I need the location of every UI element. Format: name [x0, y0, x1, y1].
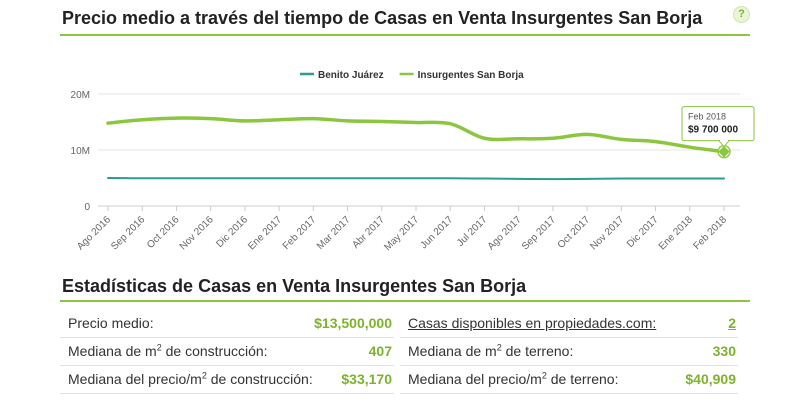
x-tick-label: Oct 2016 — [145, 214, 182, 251]
x-tick-label: Sep 2016 — [109, 214, 147, 252]
x-tick-label: Nov 2017 — [588, 214, 626, 252]
stat-label: Mediana de m2 de construcción: — [68, 342, 268, 359]
stat-label: Mediana de m2 de terreno: — [408, 342, 574, 359]
x-tick-label: May 2017 — [382, 214, 421, 253]
highlight-point — [718, 146, 730, 158]
x-tick-label: Ago 2017 — [486, 214, 524, 252]
available-listings-link[interactable]: Casas disponibles en propiedades.com: — [408, 315, 657, 331]
stats-divider — [60, 300, 750, 302]
x-tick-label: Sep 2017 — [520, 214, 558, 252]
stat-value: $40,909 — [685, 371, 736, 387]
stats-row: Mediana de m2 de construcción: 407 Media… — [60, 338, 750, 366]
title-divider — [60, 34, 750, 36]
tooltip-box — [681, 106, 755, 142]
stats-title: Estadísticas de Casas en Venta Insurgent… — [62, 276, 527, 296]
stat-available-listings: Casas disponibles en propiedades.com: 2 — [400, 310, 738, 338]
stat-value: 330 — [712, 343, 736, 359]
stats-row: Mediana del precio/m2 de construcción: $… — [60, 366, 750, 394]
x-tick-label: Mar 2017 — [315, 214, 353, 252]
stat-median-price-construction: Mediana del precio/m2 de construcción: $… — [60, 366, 394, 394]
y-tick-label: 10M — [71, 146, 90, 157]
x-tick-label: Nov 2016 — [178, 214, 216, 252]
legend-label: Benito Juárez — [318, 70, 384, 81]
tooltip-pointer-mask — [720, 139, 728, 142]
stat-value: 407 — [368, 343, 392, 359]
chart-title: Precio medio a través del tiempo de Casa… — [62, 8, 703, 28]
tooltip-date: Feb 2018 — [688, 112, 726, 122]
series-line-benito-juarez — [107, 177, 725, 181]
tooltip-value: $9 700 000 — [688, 125, 738, 136]
stats-row: Precio medio: $13,500,000 Casas disponib… — [60, 310, 750, 338]
legend-label: Insurgentes San Borja — [418, 70, 525, 81]
x-tick-label: Feb 2017 — [281, 214, 319, 252]
x-tick-label: Feb 2018 — [691, 214, 729, 252]
stat-label: Precio medio: — [68, 315, 154, 331]
stat-median-price-land: Mediana del precio/m2 de terreno: $40,90… — [400, 366, 738, 394]
stat-label: Mediana del precio/m2 de construcción: — [68, 370, 313, 387]
x-tick-label: Oct 2017 — [556, 214, 593, 251]
stat-median-construction-area: Mediana de m2 de construcción: 407 — [60, 338, 394, 366]
x-tick-label: Jul 2017 — [455, 214, 490, 249]
y-tick-label: 0 — [84, 202, 90, 213]
available-listings-count[interactable]: 2 — [728, 315, 736, 331]
y-tick-label: 20M — [71, 90, 90, 101]
stat-median-price: Precio medio: $13,500,000 — [60, 310, 394, 338]
x-tick-label: Ago 2016 — [75, 214, 113, 252]
help-icon[interactable]: ? — [733, 6, 750, 23]
stat-value: $33,170 — [341, 371, 392, 387]
x-tick-label: Ene 2017 — [246, 214, 284, 252]
stat-label: Mediana del precio/m2 de terreno: — [408, 370, 619, 387]
stat-value: $13,500,000 — [314, 315, 392, 331]
x-tick-label: Jun 2017 — [418, 214, 455, 251]
series-line-insurgentes-san-borja — [106, 116, 726, 154]
x-tick-label: Ene 2018 — [657, 214, 695, 252]
stat-median-land-area: Mediana de m2 de terreno: 330 — [400, 338, 738, 366]
